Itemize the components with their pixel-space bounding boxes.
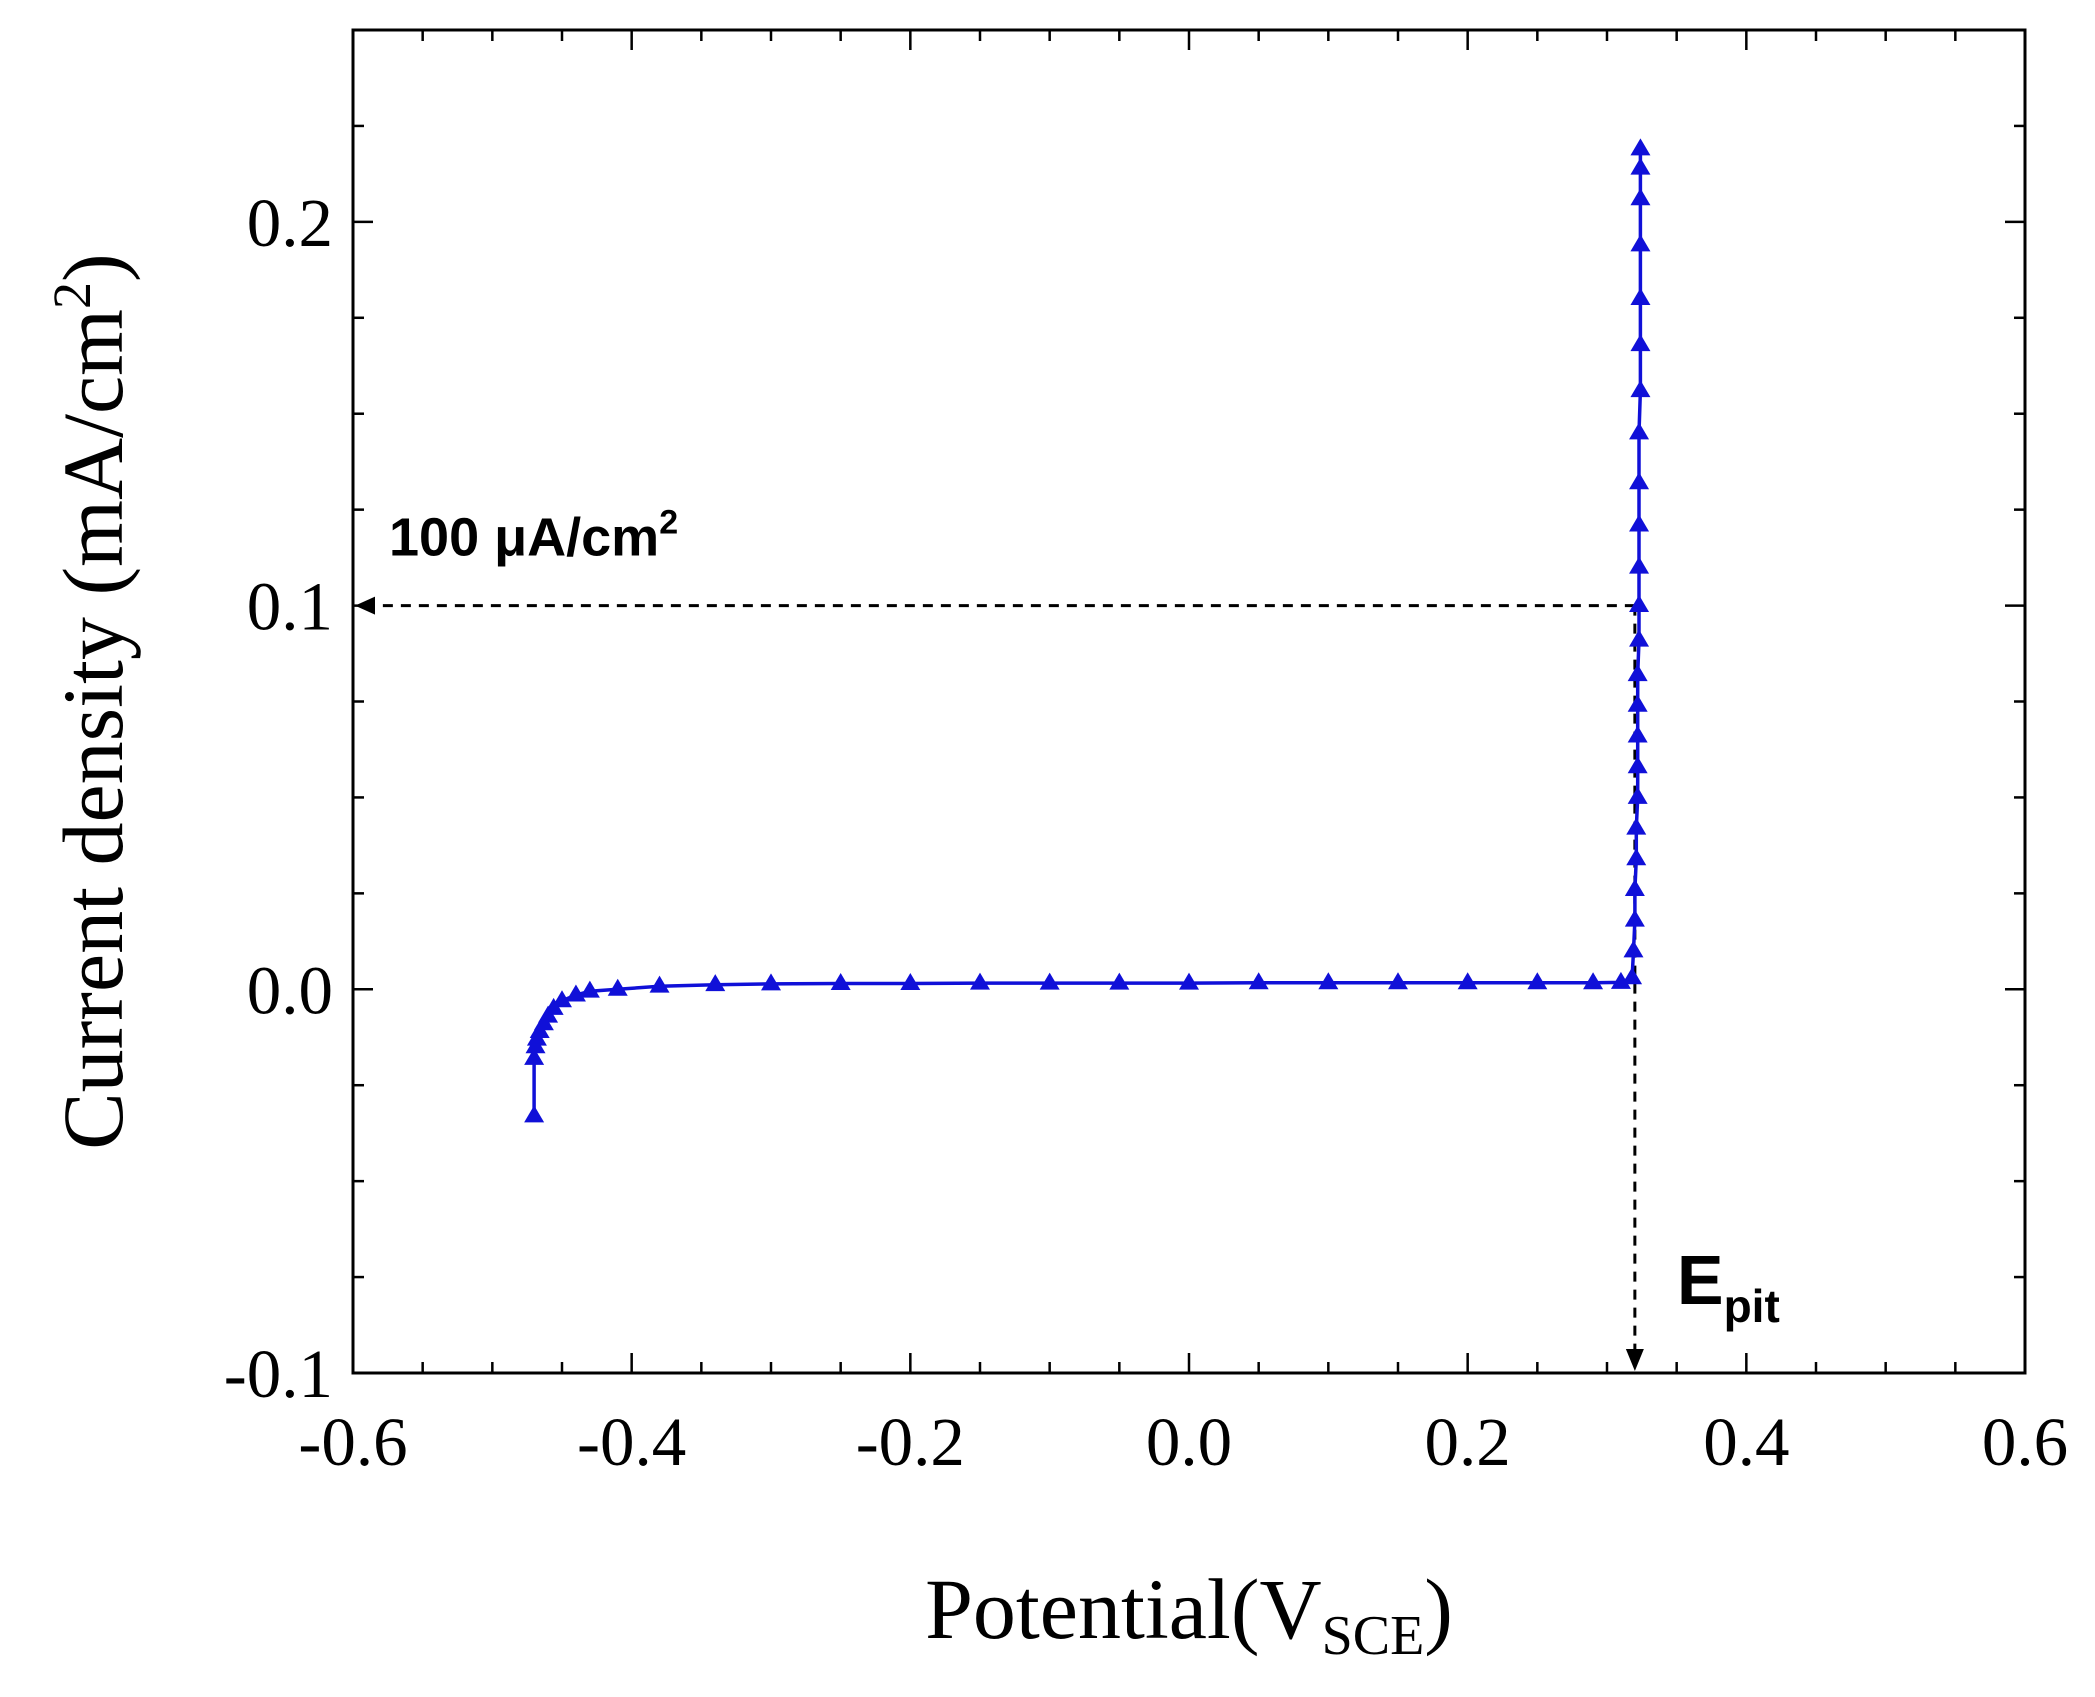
x-tick-label: 0.6 [1982,1404,2068,1480]
x-axis-title: Potential(VSCE) [925,1561,1453,1667]
data-point [1388,972,1408,990]
data-point [1630,138,1651,156]
tick-layer [351,28,2027,1375]
data-point [1627,664,1648,682]
data-point [900,972,921,990]
data-point [1629,556,1650,574]
data-point [1610,971,1631,989]
down-arrowhead [1625,1349,1644,1371]
data-point [1629,472,1650,490]
data-point [552,990,572,1008]
data-point [1583,972,1604,990]
data-point [607,978,628,996]
data-point [1626,848,1647,866]
data-point [1630,234,1651,252]
data-point [1624,878,1645,896]
data-point [1630,288,1651,306]
data-point [1630,188,1651,206]
plot-frame [351,28,2027,1375]
guide-layer [355,596,1644,1371]
data-point [1624,909,1645,927]
x-tick-label: 0.0 [1146,1404,1232,1480]
data-layer [524,138,1651,1123]
data-point [1627,756,1648,774]
data-point [1039,972,1060,990]
data-point [1626,817,1647,835]
x-tick-label: -0.2 [856,1404,965,1480]
data-point [1179,972,1199,990]
label-layer: -0.6 -0.4 -0.2 0.0 0.2 0.4 0.6 -0.1 0.0 0.1 0.2 [224,185,2068,1480]
x-tick-label: -0.4 [577,1404,686,1480]
x-tick-label: -0.6 [298,1404,407,1480]
data-point [1622,967,1643,985]
y-tick-label: -0.1 [224,1336,333,1412]
data-point [1629,514,1650,532]
data-point [1629,629,1650,647]
data-point [1627,725,1648,743]
data-point [1457,972,1478,990]
y-axis-title: Current density (mA/cm2) [42,253,141,1149]
data-point [1630,334,1651,352]
data-point [1109,972,1130,990]
x-tick-label: 0.2 [1425,1404,1511,1480]
left-arrowhead [355,596,375,615]
data-point [1627,694,1648,712]
pitting-potential-label: Epit [1677,1241,1780,1332]
x-tick-label: 0.4 [1703,1404,1789,1480]
y-tick-label: 0.1 [247,569,333,645]
data-point [524,1105,545,1123]
data-point [970,972,990,990]
data-point [649,975,670,993]
data-point [524,1047,545,1065]
series-line [532,149,1643,1116]
data-point [705,974,726,992]
data-point [761,973,781,991]
data-point [1629,595,1650,613]
data-point [1630,380,1651,398]
data-point [1629,422,1650,440]
data-point [1248,972,1269,990]
data-point [1318,972,1339,990]
data-point [1623,940,1644,958]
y-tick-label: 0.2 [247,185,333,261]
data-point [579,980,600,998]
current-threshold-label: 100 μA/cm2 [389,504,678,568]
data-point [1627,786,1648,804]
data-point [1527,972,1548,990]
data-point [1630,157,1651,175]
y-tick-label: 0.0 [247,952,333,1028]
data-point [830,972,851,990]
